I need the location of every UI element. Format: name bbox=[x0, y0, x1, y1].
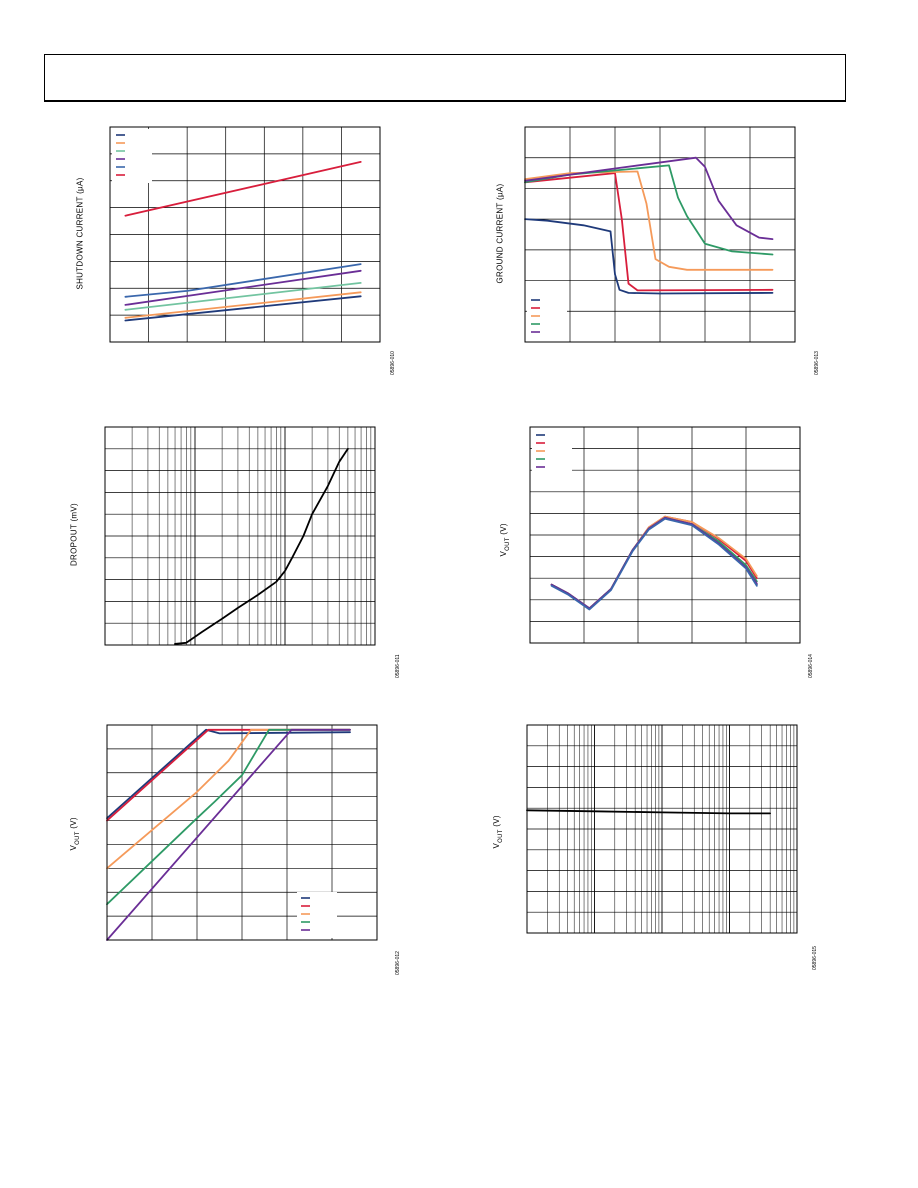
series-line bbox=[550, 516, 758, 610]
y-axis-label: SHUTDOWN CURRENT (µA) bbox=[75, 177, 85, 290]
legend-box bbox=[297, 892, 337, 938]
ylabel-main: V bbox=[69, 844, 79, 851]
ylabel-sub: OUT bbox=[74, 831, 81, 845]
series-line bbox=[106, 728, 351, 941]
figure-code: 05896-010 bbox=[390, 351, 396, 375]
y-axis-label: VOUT (V) bbox=[492, 797, 504, 867]
series-line bbox=[524, 172, 774, 292]
ylabel-sub: OUT bbox=[504, 537, 511, 551]
y-axis-label: GROUND CURRENT (µA) bbox=[495, 183, 505, 284]
plot-frame bbox=[106, 724, 378, 941]
chart-ground-current bbox=[524, 126, 796, 343]
figure-code: 05896-011 bbox=[395, 654, 401, 678]
series-line bbox=[124, 263, 362, 298]
series-line bbox=[550, 516, 758, 610]
series-line bbox=[524, 218, 774, 295]
series-line bbox=[526, 809, 772, 815]
ylabel-main: V bbox=[499, 550, 509, 557]
plot-frame bbox=[104, 426, 376, 646]
series-line bbox=[550, 515, 758, 610]
series-line bbox=[524, 170, 774, 271]
page-header-box bbox=[44, 54, 846, 102]
series-line bbox=[174, 447, 349, 645]
series-line bbox=[550, 515, 758, 610]
plot-frame bbox=[526, 724, 798, 934]
ylabel-unit: (V) bbox=[499, 523, 509, 538]
y-axis-label: VOUT (V) bbox=[499, 505, 511, 575]
chart-vout-3 bbox=[526, 724, 798, 934]
figure-code: 05896-015 bbox=[812, 946, 818, 970]
legend-box bbox=[532, 429, 572, 475]
series-line bbox=[106, 728, 351, 906]
series-line bbox=[106, 728, 351, 822]
series-line bbox=[124, 295, 362, 322]
chart-shutdown-current bbox=[109, 126, 381, 343]
series-line bbox=[124, 161, 362, 217]
figure-code: 05896-014 bbox=[808, 654, 814, 678]
series-line bbox=[524, 156, 774, 240]
series-line bbox=[106, 728, 351, 870]
plot-frame bbox=[524, 126, 796, 343]
series-line bbox=[124, 281, 362, 311]
ylabel-sub: OUT bbox=[497, 829, 504, 843]
chart-vout-2 bbox=[106, 724, 378, 941]
series-line bbox=[124, 269, 362, 306]
plot-frame bbox=[529, 426, 801, 644]
series-line bbox=[550, 517, 758, 611]
ylabel-unit: (V) bbox=[492, 815, 502, 830]
chart-dropout bbox=[104, 426, 376, 646]
chart-vout-1 bbox=[529, 426, 801, 644]
series-line bbox=[106, 728, 351, 820]
plot-frame bbox=[109, 126, 381, 343]
y-axis-label: VOUT (V) bbox=[69, 799, 81, 869]
legend-box bbox=[112, 129, 152, 183]
series-line bbox=[550, 516, 758, 610]
y-axis-label: DROPOUT (mV) bbox=[69, 503, 79, 567]
ylabel-unit: (V) bbox=[69, 817, 79, 832]
series-line bbox=[124, 291, 362, 319]
figure-code: 05896-013 bbox=[814, 351, 820, 375]
ylabel-main: V bbox=[492, 842, 502, 849]
legend-box bbox=[527, 294, 567, 340]
figure-code: 05896-012 bbox=[395, 951, 401, 975]
